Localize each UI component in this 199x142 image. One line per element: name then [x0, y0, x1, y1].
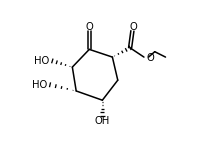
Text: HO: HO	[34, 56, 49, 66]
Text: HO: HO	[32, 80, 47, 90]
Text: O: O	[129, 22, 137, 32]
Text: OH: OH	[95, 116, 110, 126]
Text: O: O	[85, 22, 93, 32]
Text: O: O	[146, 53, 154, 63]
